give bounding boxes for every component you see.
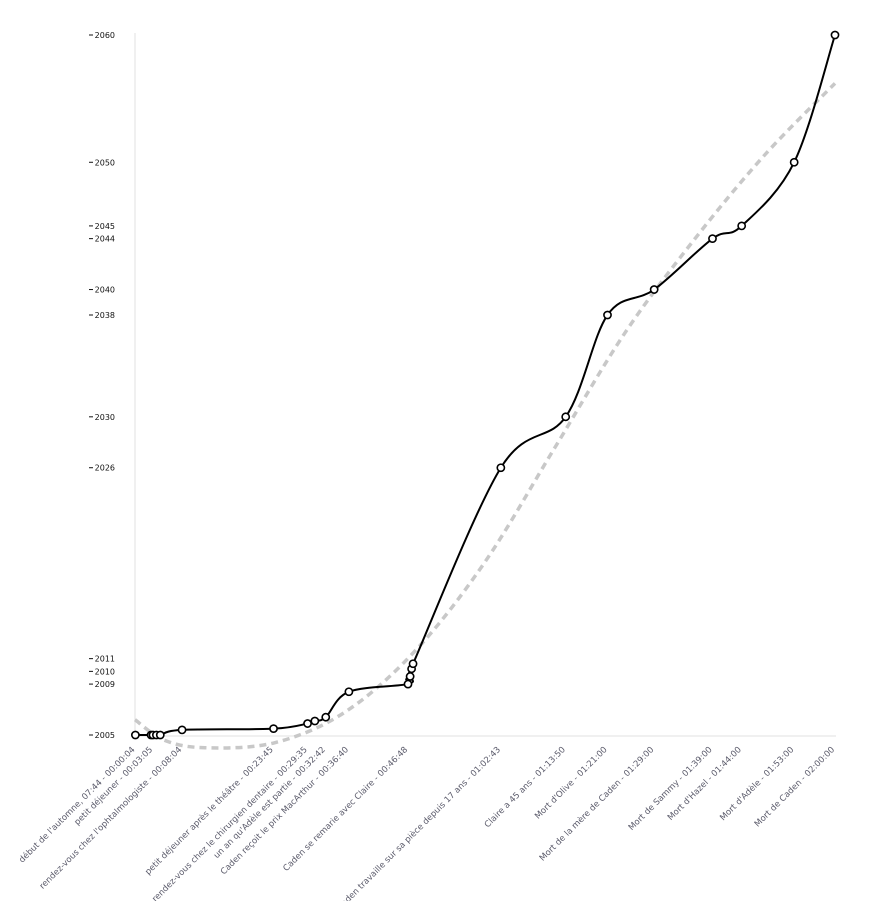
- y-tick-label: 2038: [95, 311, 115, 320]
- data-point: [403, 679, 413, 689]
- y-tick-label: 2044: [95, 235, 115, 244]
- y-tick-label: 2030: [95, 413, 115, 422]
- x-tick-label: rendez-vous chez le chirurgien dentaire …: [150, 745, 309, 901]
- data-point: [789, 157, 799, 167]
- data-point: [155, 730, 165, 740]
- trendline: [133, 82, 837, 750]
- data-point: [708, 234, 717, 244]
- data-point: [177, 725, 187, 735]
- y-tick-label: 2050: [95, 158, 115, 167]
- y-tick-label: 2011: [95, 655, 115, 664]
- y-tick-label: 2045: [95, 222, 115, 231]
- data-point: [303, 719, 312, 728]
- data-point: [408, 659, 418, 669]
- data-point: [603, 310, 612, 320]
- data-point: [310, 716, 320, 726]
- data-point: [496, 463, 506, 473]
- data-point: [561, 412, 571, 422]
- data-point: [269, 724, 278, 734]
- data-point: [130, 730, 140, 740]
- y-tick-label: 2009: [95, 680, 115, 689]
- y-tick-label: 2005: [95, 731, 115, 740]
- data-point: [649, 285, 659, 294]
- data-point: [405, 672, 415, 681]
- x-tick-label: Caden travaille sur sa pièce depuis 17 a…: [335, 744, 503, 901]
- y-tick-label: 2026: [95, 464, 115, 473]
- data-point: [737, 221, 747, 231]
- x-tick-label: Mort de Caden - 02:00:00: [753, 745, 837, 829]
- x-axis-labels: début de l'automne, 07:44 - 00:00:04peti…: [17, 744, 838, 901]
- y-axis-ticks: 2005 2009 2010 2011 2026 2030 2038 2040 2044 2045…: [89, 31, 115, 740]
- data-point: [830, 30, 840, 40]
- y-tick-label: 2060: [95, 31, 115, 40]
- data-point: [321, 712, 331, 722]
- series-markers: [130, 30, 840, 740]
- data-point: [344, 687, 354, 697]
- series-line: [135, 34, 836, 737]
- y-tick-label: 2040: [95, 286, 115, 295]
- y-tick-label: 2010: [95, 667, 115, 676]
